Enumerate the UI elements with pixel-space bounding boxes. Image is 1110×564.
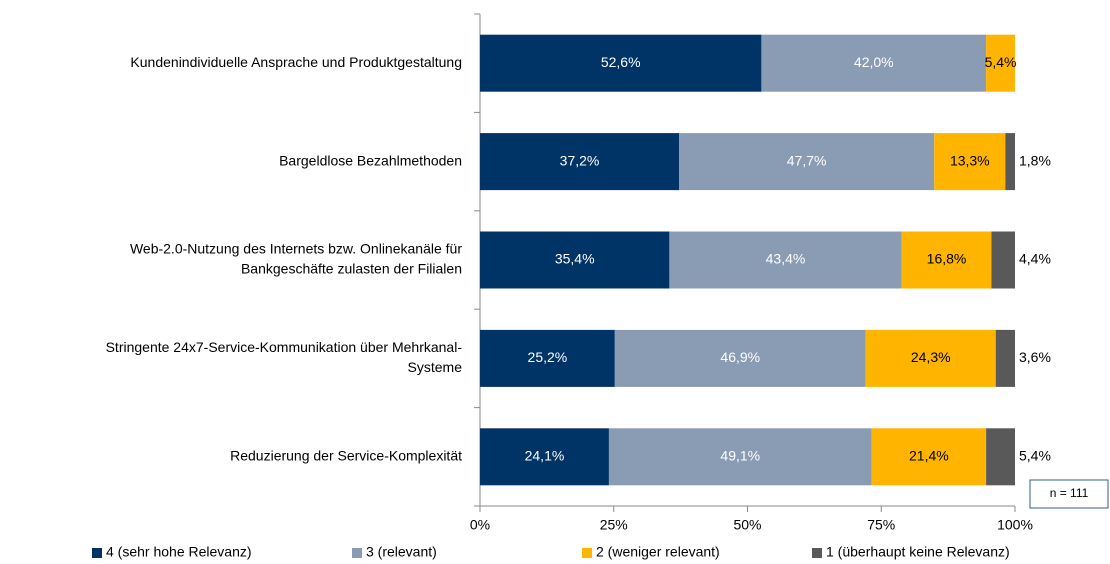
bar-segment <box>986 428 1015 486</box>
bar-segment <box>1005 133 1015 191</box>
x-tick-label: 100% <box>997 517 1033 533</box>
legend-label: 4 (sehr hohe Relevanz) <box>106 544 252 560</box>
x-tick-label: 25% <box>600 517 628 533</box>
bar-segment <box>901 231 992 289</box>
data-label: 47,7% <box>787 152 827 168</box>
y-tick-label: Kundenindividuelle Ansprache und Produkt… <box>130 54 462 70</box>
legend-label: 3 (relevant) <box>366 544 437 560</box>
bar-segment <box>991 231 1015 289</box>
data-label: 42,0% <box>854 54 894 70</box>
y-tick-label: Web-2.0-Nutzung des Internets bzw. Onlin… <box>130 241 462 257</box>
bar-segment <box>480 133 680 191</box>
bar-segment <box>614 329 866 387</box>
bar-segment <box>679 133 935 191</box>
annotation-box <box>1029 479 1109 509</box>
x-tick-label: 75% <box>867 517 895 533</box>
data-label: 35,4% <box>555 251 595 267</box>
bar-segment <box>480 34 762 92</box>
x-tick-label: 0% <box>470 517 490 533</box>
data-label: 37,2% <box>560 152 600 168</box>
data-label: 4,4% <box>1019 251 1051 267</box>
data-label: 24,3% <box>911 349 951 365</box>
data-label: 16,8% <box>927 251 967 267</box>
legend-swatch <box>352 548 362 558</box>
data-label: 46,9% <box>720 349 760 365</box>
legend-swatch <box>812 548 822 558</box>
y-tick-label: Stringente 24x7-Service-Kommunikation üb… <box>106 339 463 355</box>
data-label: 1,8% <box>1019 152 1051 168</box>
data-label: 49,1% <box>720 448 760 464</box>
annotation: n = 111 <box>1050 486 1089 500</box>
data-label: 25,2% <box>528 349 568 365</box>
bar-segment <box>480 428 609 486</box>
data-label: 3,6% <box>1019 349 1051 365</box>
bar-segment <box>986 34 1015 92</box>
y-tick-label: Systeme <box>408 359 463 375</box>
data-label: 24,1% <box>525 448 565 464</box>
bar-segment <box>669 231 902 289</box>
y-tick-label: Bankgeschäfte zulasten der Filialen <box>241 261 462 277</box>
legend-swatch <box>92 548 102 558</box>
data-label: 21,4% <box>909 448 949 464</box>
bar-segment <box>871 428 987 486</box>
data-label: 43,4% <box>766 251 806 267</box>
x-tick-label: 50% <box>733 517 761 533</box>
legend-label: 1 (überhaupt keine Relevanz) <box>826 544 1010 560</box>
y-tick-label: Reduzierung der Service-Komplexität <box>230 448 462 464</box>
legend-swatch <box>582 548 592 558</box>
data-label: 5,4% <box>1019 448 1051 464</box>
bar-segment <box>761 34 987 92</box>
bar-segment <box>865 329 996 387</box>
data-label: 52,6% <box>601 54 641 70</box>
data-label: 13,3% <box>950 152 990 168</box>
bar-segment <box>608 428 872 486</box>
y-tick-label: Bargeldlose Bezahlmethoden <box>279 152 462 168</box>
bar-segment <box>995 329 1015 387</box>
bar-segment <box>934 133 1006 191</box>
bar-segment <box>480 329 615 387</box>
data-label: 5,4% <box>985 54 1017 70</box>
bar-segment <box>480 231 670 289</box>
legend-label: 2 (weniger relevant) <box>596 544 720 560</box>
